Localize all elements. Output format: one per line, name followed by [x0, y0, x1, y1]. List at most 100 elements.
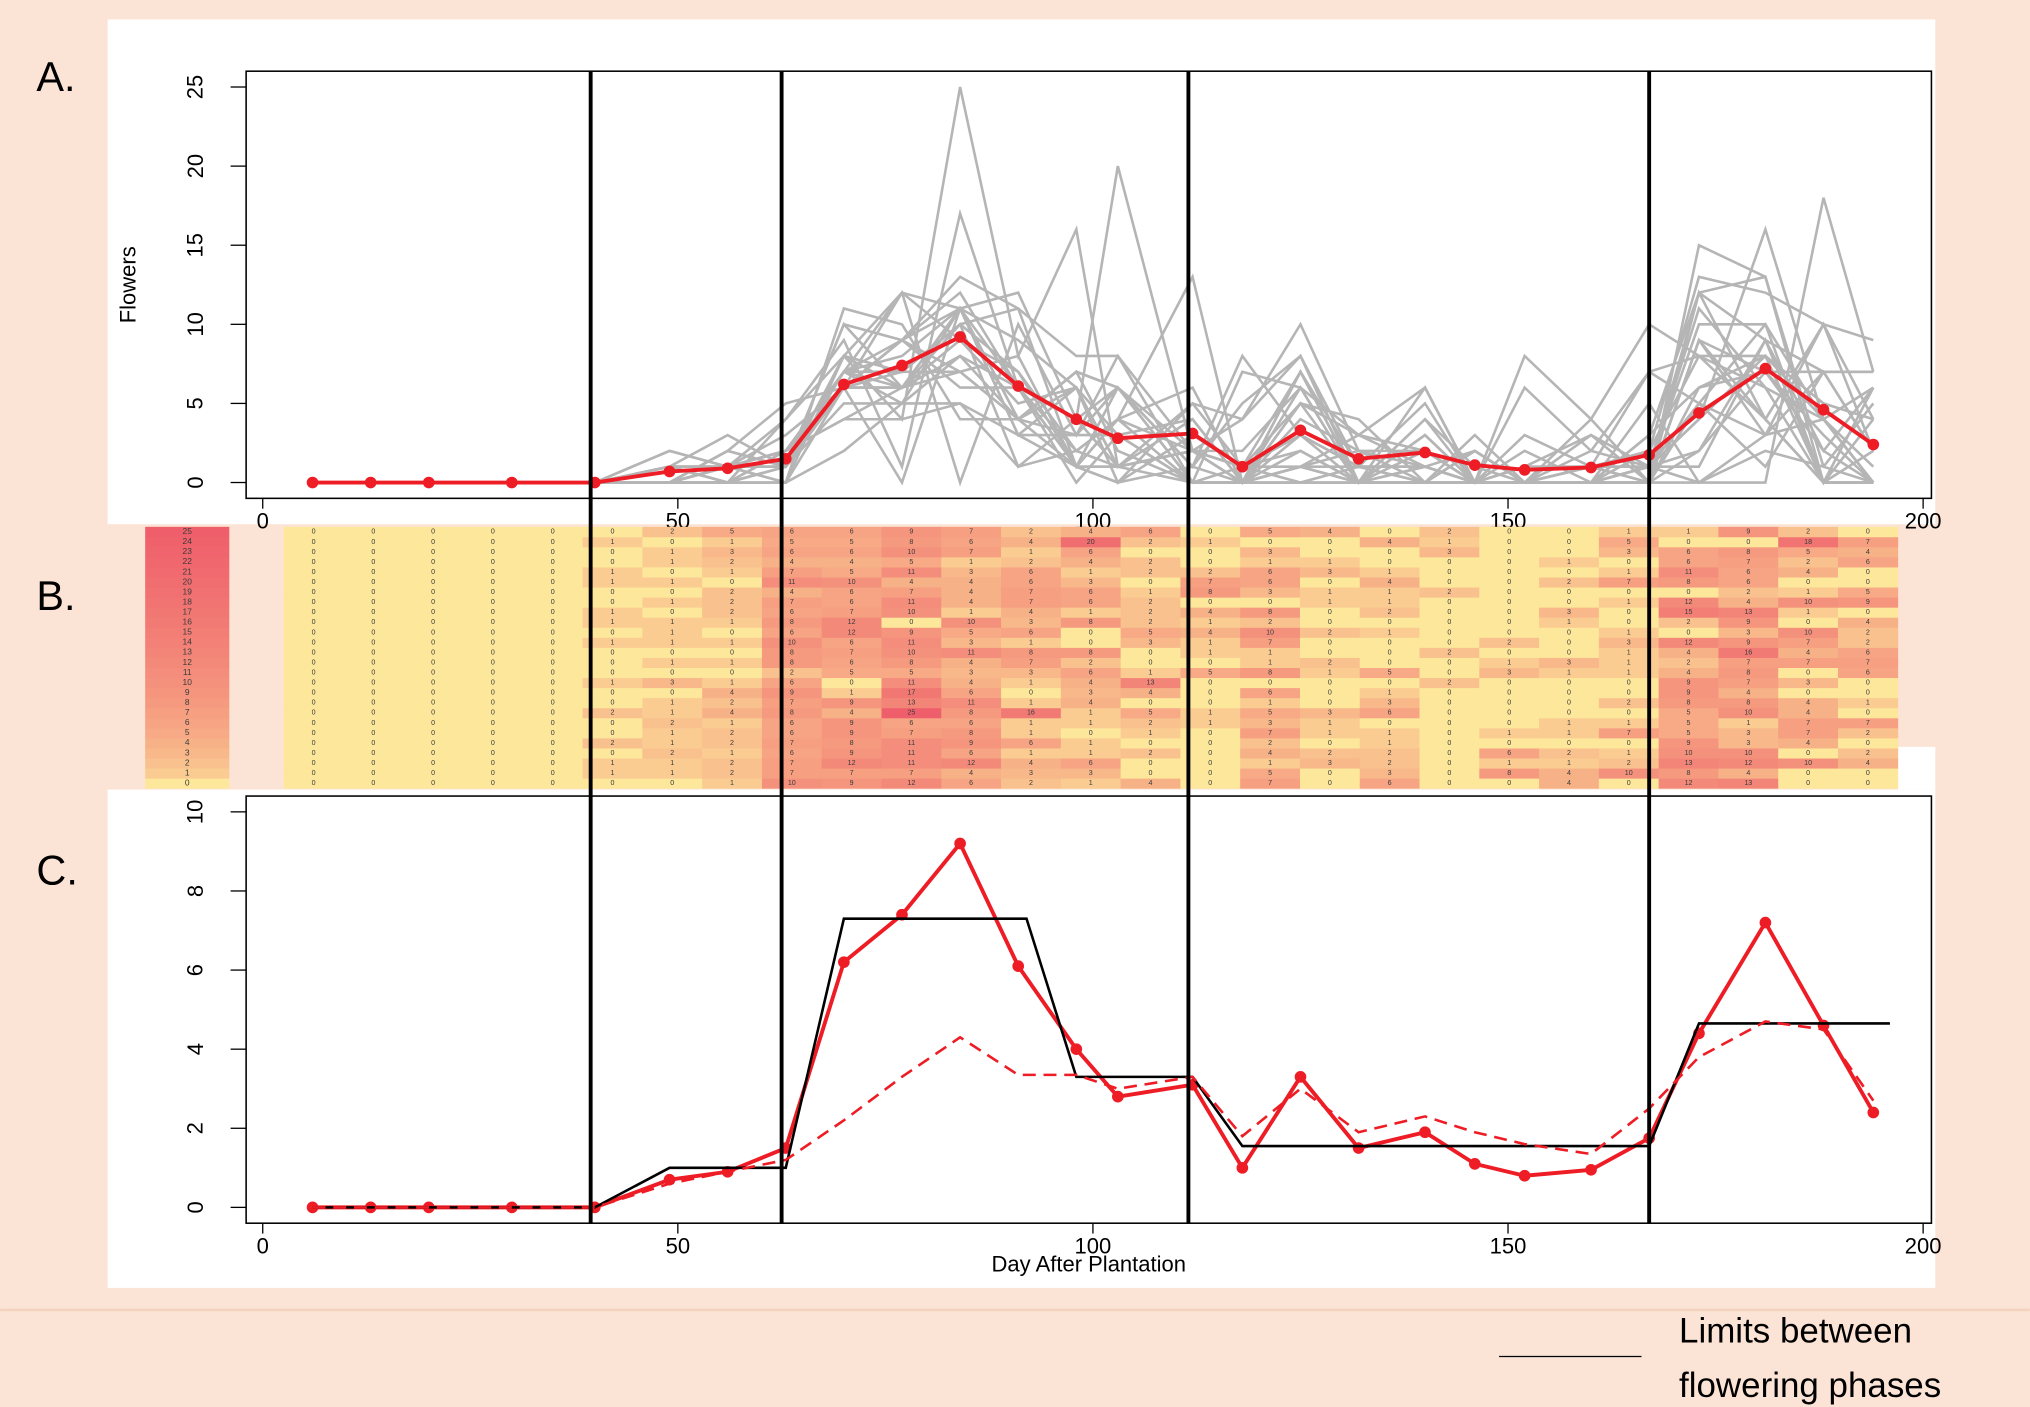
- heat-cell: [1837, 556, 1899, 568]
- y-tick-label: 10: [183, 312, 208, 336]
- heat-cell: [1419, 617, 1480, 628]
- heat-value: 3: [1328, 709, 1332, 717]
- heat-value: 0: [312, 719, 316, 727]
- colorbar-cell: [145, 697, 230, 709]
- heat-cell: [1778, 677, 1839, 689]
- heat-value: 9: [1746, 528, 1750, 536]
- heat-value: 1: [1627, 628, 1631, 636]
- heat-cell: [1240, 567, 1301, 578]
- heat-value: 4: [1746, 689, 1750, 697]
- heat-value: 7: [1208, 578, 1212, 586]
- heat-cell: [1479, 758, 1540, 769]
- heat-cell: [941, 667, 1002, 679]
- heat-cell: [1479, 536, 1540, 548]
- heat-value: 0: [1328, 608, 1332, 616]
- heat-cell: [1718, 627, 1779, 638]
- heat-value: 7: [850, 769, 854, 777]
- heat-cell: [1240, 697, 1301, 709]
- heat-value: 2: [730, 769, 734, 777]
- heat-cell: [1598, 607, 1660, 618]
- heat-value: 0: [551, 608, 555, 616]
- heat-value: 0: [551, 588, 555, 596]
- heat-value: 0: [1208, 769, 1212, 777]
- colorbar-label: 5: [185, 727, 190, 737]
- heat-cell: [1240, 587, 1301, 598]
- heat-cell: [1837, 617, 1899, 628]
- heat-value: 0: [610, 548, 614, 556]
- heat-cell: [283, 677, 344, 689]
- heat-cell: [642, 717, 703, 729]
- heat-cell: [1539, 778, 1600, 789]
- point: [1070, 413, 1083, 426]
- heat-value: 0: [312, 729, 316, 737]
- heat-value: 3: [1268, 719, 1272, 727]
- heat-value: 0: [1388, 658, 1392, 666]
- heat-cell: [1598, 717, 1660, 729]
- heat-value: 2: [670, 719, 674, 727]
- heat-cell: [1778, 597, 1839, 608]
- heat-value: 0: [1447, 558, 1451, 566]
- heat-value: 2: [730, 759, 734, 767]
- heat-cell: [522, 768, 583, 779]
- heat-cell: [1837, 567, 1899, 578]
- heat-value: 0: [610, 689, 614, 697]
- heat-cell: [1001, 607, 1062, 618]
- heat-value: 8: [1089, 618, 1093, 626]
- heat-cell: [463, 567, 524, 578]
- heat-value: 0: [1388, 618, 1392, 626]
- heat-value: 0: [371, 729, 375, 737]
- heat-value: 1: [1089, 719, 1093, 727]
- heat-value: 0: [371, 719, 375, 727]
- y-tick-label: 0: [183, 1201, 208, 1213]
- heat-value: 0: [491, 568, 495, 576]
- heat-cell: [821, 637, 882, 648]
- heat-value: 0: [1208, 729, 1212, 737]
- heat-cell: [941, 768, 1002, 779]
- point: [1817, 403, 1830, 416]
- heat-cell: [1180, 526, 1241, 538]
- heat-value: 10: [1685, 749, 1693, 757]
- heat-cell: [1598, 677, 1660, 689]
- heat-cell: [283, 607, 344, 618]
- heat-value: 3: [670, 679, 674, 687]
- heat-cell: [881, 727, 942, 739]
- point: [1352, 452, 1365, 465]
- heat-cell: [1479, 738, 1540, 749]
- heat-cell: [702, 738, 763, 749]
- heat-cell: [642, 667, 703, 679]
- heat-value: 1: [969, 558, 973, 566]
- heat-value: 6: [850, 528, 854, 536]
- heat-cell: [1180, 536, 1241, 548]
- heat-cell: [821, 526, 882, 538]
- heat-value: 0: [431, 709, 435, 717]
- heat-cell: [642, 778, 703, 789]
- colorbar-cell: [145, 546, 230, 558]
- heat-cell: [1479, 657, 1540, 668]
- heat-cell: [1120, 647, 1181, 658]
- heat-cell: [941, 587, 1002, 598]
- colorbar-cell: [145, 536, 230, 548]
- heat-value: 6: [790, 679, 794, 687]
- heat-cell: [881, 768, 942, 779]
- point: [1585, 1163, 1597, 1176]
- heat-cell: [1837, 758, 1899, 769]
- heat-cell: [522, 546, 583, 558]
- heat-value: 2: [730, 729, 734, 737]
- heat-cell: [702, 657, 763, 668]
- heat-value: 1: [1567, 558, 1571, 566]
- heat-cell: [463, 768, 524, 779]
- heat-cell: [821, 556, 882, 568]
- point: [1518, 1169, 1531, 1182]
- heat-cell: [1299, 778, 1361, 789]
- heat-value: 0: [1149, 648, 1153, 656]
- heat-value: 0: [1507, 689, 1511, 697]
- heat-value: 2: [1866, 729, 1870, 737]
- heat-value: 5: [1627, 538, 1631, 546]
- heat-cell: [403, 717, 464, 729]
- heat-cell: [1419, 567, 1480, 578]
- heat-cell: [1060, 617, 1122, 628]
- heat-value: 9: [1746, 638, 1750, 646]
- heat-value: 6: [1866, 669, 1870, 677]
- heat-value: 0: [1447, 749, 1451, 757]
- heat-cell: [582, 687, 643, 699]
